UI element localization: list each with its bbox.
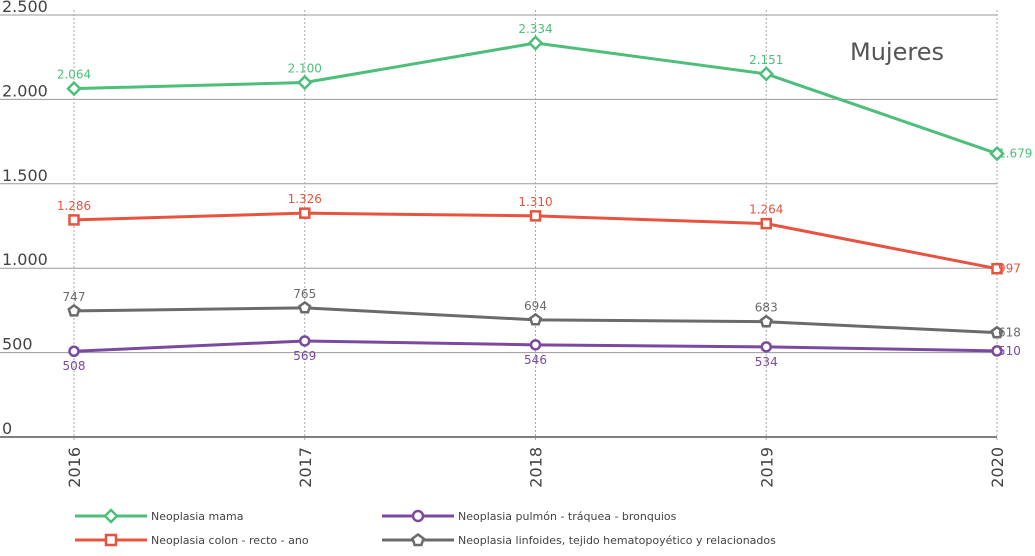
data-point xyxy=(527,35,544,51)
data-point xyxy=(68,345,80,357)
axes: 0 500 1.000 1.500 2.000 2.500 2016 2017 2018 2019… xyxy=(2,0,1007,488)
data-point xyxy=(760,217,772,230)
data-point xyxy=(760,341,772,353)
data-label: 1.264 xyxy=(749,203,783,217)
chart-title: Mujeres xyxy=(850,38,944,66)
legend-label-pulmon: Neoplasia pulmón - tráquea - bronquios xyxy=(458,509,677,523)
data-label: 1.679 xyxy=(998,147,1032,161)
series-0 xyxy=(66,35,1005,162)
data-point xyxy=(990,325,1004,339)
data-point xyxy=(299,335,311,347)
data-point xyxy=(529,339,542,351)
data-label: 2.334 xyxy=(518,22,552,36)
data-point xyxy=(991,345,1003,357)
data-point xyxy=(66,80,82,97)
x-tick-label: 2016 xyxy=(65,447,84,488)
data-point xyxy=(528,312,543,326)
series-2 xyxy=(67,300,1004,339)
y-tick-label: 2.500 xyxy=(2,0,48,16)
y-tick-label: 500 xyxy=(2,335,33,354)
grid xyxy=(0,10,998,441)
legend: Neoplasia mama Neoplasia colon - recto -… xyxy=(75,506,1025,554)
x-tick-label: 2018 xyxy=(527,447,546,488)
series-layer xyxy=(66,35,1005,357)
data-point xyxy=(296,74,313,91)
y-tick-label: 1.000 xyxy=(2,250,48,269)
data-label: 1.286 xyxy=(57,199,91,213)
x-tick-label: 2020 xyxy=(988,447,1007,488)
line-chart: 0 500 1.000 1.500 2.000 2.500 2016 2017 2018 2019… xyxy=(0,0,1033,488)
legend-label-colon: Neoplasia colon - recto - ano xyxy=(151,533,309,547)
data-label: 2.100 xyxy=(288,62,322,76)
data-label: 1.326 xyxy=(288,192,322,206)
legend-item-mama: Neoplasia mama xyxy=(75,506,243,526)
data-label: 569 xyxy=(293,349,316,363)
data-label: 2.151 xyxy=(749,53,783,67)
data-label: 510 xyxy=(998,344,1021,358)
legend-label-mama: Neoplasia mama xyxy=(151,509,244,523)
data-label: 683 xyxy=(755,301,778,315)
data-point xyxy=(298,300,312,314)
data-labels: 2.064 2.100 2.334 2.151 1.679 1.286 1.326 1.310… xyxy=(57,22,1033,373)
data-label: 765 xyxy=(293,287,316,301)
data-label: 2.064 xyxy=(57,68,91,82)
data-point xyxy=(989,145,1005,162)
data-label: 618 xyxy=(998,326,1021,340)
legend-swatch-pulmon xyxy=(382,509,454,523)
legend-label-linfoides: Neoplasia linfoides, tejido hematopoyéti… xyxy=(458,533,776,547)
data-label: 534 xyxy=(755,355,778,369)
data-point xyxy=(299,207,311,219)
data-point xyxy=(759,314,773,328)
data-point xyxy=(991,262,1003,275)
x-tick-label: 2017 xyxy=(296,447,315,488)
data-label: 747 xyxy=(63,290,86,304)
y-tick-label: 2.000 xyxy=(2,81,48,100)
legend-item-colon: Neoplasia colon - recto - ano xyxy=(75,530,309,550)
data-point xyxy=(529,210,542,222)
series-1 xyxy=(68,207,1003,275)
y-tick-label: 0 xyxy=(2,419,12,438)
data-label: 997 xyxy=(998,262,1021,276)
data-point xyxy=(758,66,775,82)
legend-item-pulmon: Neoplasia pulmón - tráquea - bronquios xyxy=(382,506,676,526)
data-point xyxy=(67,303,81,317)
y-tick-label: 1.500 xyxy=(2,166,48,185)
x-tick-label: 2019 xyxy=(757,447,776,488)
legend-swatch-mama xyxy=(75,508,147,524)
series-3 xyxy=(68,335,1003,357)
legend-item-linfoides: Neoplasia linfoides, tejido hematopoyéti… xyxy=(382,530,776,550)
data-label: 1.310 xyxy=(518,195,552,209)
data-label: 546 xyxy=(524,353,547,367)
data-point xyxy=(68,214,80,226)
data-label: 694 xyxy=(524,299,547,313)
legend-swatch-linfoides xyxy=(382,532,454,547)
legend-swatch-colon xyxy=(75,533,147,547)
data-label: 508 xyxy=(63,359,86,373)
